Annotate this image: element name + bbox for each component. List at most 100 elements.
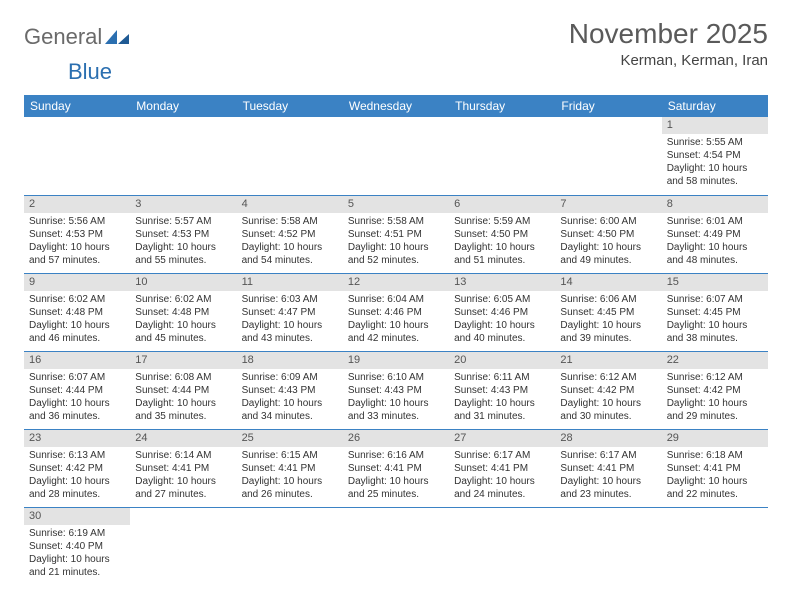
day-number: 29 xyxy=(662,430,768,447)
weekday-header: Saturday xyxy=(662,95,768,117)
calendar-day-cell xyxy=(237,507,343,585)
calendar-day-cell: 12Sunrise: 6:04 AMSunset: 4:46 PMDayligh… xyxy=(343,273,449,351)
day-number: 9 xyxy=(24,274,130,291)
empty-day xyxy=(449,117,555,133)
day-body: Sunrise: 5:56 AMSunset: 4:53 PMDaylight:… xyxy=(24,213,130,271)
calendar-day-cell: 11Sunrise: 6:03 AMSunset: 4:47 PMDayligh… xyxy=(237,273,343,351)
day-body: Sunrise: 6:11 AMSunset: 4:43 PMDaylight:… xyxy=(449,369,555,427)
calendar-day-cell xyxy=(662,507,768,585)
day-body: Sunrise: 6:09 AMSunset: 4:43 PMDaylight:… xyxy=(237,369,343,427)
title-block: November 2025 Kerman, Kerman, Iran xyxy=(569,18,768,69)
calendar-week-row: 9Sunrise: 6:02 AMSunset: 4:48 PMDaylight… xyxy=(24,273,768,351)
day-body: Sunrise: 6:00 AMSunset: 4:50 PMDaylight:… xyxy=(555,213,661,271)
day-number: 13 xyxy=(449,274,555,291)
calendar-day-cell: 15Sunrise: 6:07 AMSunset: 4:45 PMDayligh… xyxy=(662,273,768,351)
calendar-day-cell xyxy=(449,117,555,195)
calendar-day-cell: 5Sunrise: 5:58 AMSunset: 4:51 PMDaylight… xyxy=(343,195,449,273)
logo-sail-icon xyxy=(104,28,130,46)
day-number: 27 xyxy=(449,430,555,447)
empty-day xyxy=(130,117,236,133)
calendar-day-cell: 28Sunrise: 6:17 AMSunset: 4:41 PMDayligh… xyxy=(555,429,661,507)
weekday-header-row: SundayMondayTuesdayWednesdayThursdayFrid… xyxy=(24,95,768,117)
day-body: Sunrise: 6:15 AMSunset: 4:41 PMDaylight:… xyxy=(237,447,343,505)
day-number: 24 xyxy=(130,430,236,447)
calendar-day-cell: 25Sunrise: 6:15 AMSunset: 4:41 PMDayligh… xyxy=(237,429,343,507)
location: Kerman, Kerman, Iran xyxy=(569,52,768,69)
calendar-day-cell: 26Sunrise: 6:16 AMSunset: 4:41 PMDayligh… xyxy=(343,429,449,507)
day-body: Sunrise: 5:55 AMSunset: 4:54 PMDaylight:… xyxy=(662,134,768,192)
day-number: 15 xyxy=(662,274,768,291)
day-number: 22 xyxy=(662,352,768,369)
day-body: Sunrise: 6:18 AMSunset: 4:41 PMDaylight:… xyxy=(662,447,768,505)
calendar-day-cell: 20Sunrise: 6:11 AMSunset: 4:43 PMDayligh… xyxy=(449,351,555,429)
calendar-table: SundayMondayTuesdayWednesdayThursdayFrid… xyxy=(24,95,768,585)
calendar-day-cell: 4Sunrise: 5:58 AMSunset: 4:52 PMDaylight… xyxy=(237,195,343,273)
day-body: Sunrise: 6:02 AMSunset: 4:48 PMDaylight:… xyxy=(24,291,130,349)
day-body: Sunrise: 6:02 AMSunset: 4:48 PMDaylight:… xyxy=(130,291,236,349)
calendar-day-cell xyxy=(130,507,236,585)
calendar-day-cell: 8Sunrise: 6:01 AMSunset: 4:49 PMDaylight… xyxy=(662,195,768,273)
day-body: Sunrise: 6:13 AMSunset: 4:42 PMDaylight:… xyxy=(24,447,130,505)
calendar-day-cell: 22Sunrise: 6:12 AMSunset: 4:42 PMDayligh… xyxy=(662,351,768,429)
day-body: Sunrise: 6:01 AMSunset: 4:49 PMDaylight:… xyxy=(662,213,768,271)
day-body: Sunrise: 6:19 AMSunset: 4:40 PMDaylight:… xyxy=(24,525,130,583)
day-number: 16 xyxy=(24,352,130,369)
calendar-week-row: 23Sunrise: 6:13 AMSunset: 4:42 PMDayligh… xyxy=(24,429,768,507)
empty-day xyxy=(343,117,449,133)
calendar-day-cell: 27Sunrise: 6:17 AMSunset: 4:41 PMDayligh… xyxy=(449,429,555,507)
day-number: 4 xyxy=(237,196,343,213)
calendar-day-cell: 21Sunrise: 6:12 AMSunset: 4:42 PMDayligh… xyxy=(555,351,661,429)
calendar-day-cell xyxy=(24,117,130,195)
day-body: Sunrise: 6:07 AMSunset: 4:44 PMDaylight:… xyxy=(24,369,130,427)
day-body: Sunrise: 6:05 AMSunset: 4:46 PMDaylight:… xyxy=(449,291,555,349)
day-body: Sunrise: 6:07 AMSunset: 4:45 PMDaylight:… xyxy=(662,291,768,349)
calendar-day-cell xyxy=(555,117,661,195)
day-number: 28 xyxy=(555,430,661,447)
day-body: Sunrise: 5:58 AMSunset: 4:52 PMDaylight:… xyxy=(237,213,343,271)
day-number: 8 xyxy=(662,196,768,213)
weekday-header: Sunday xyxy=(24,95,130,117)
day-body: Sunrise: 6:12 AMSunset: 4:42 PMDaylight:… xyxy=(555,369,661,427)
empty-day xyxy=(24,117,130,133)
calendar-day-cell: 23Sunrise: 6:13 AMSunset: 4:42 PMDayligh… xyxy=(24,429,130,507)
calendar-day-cell: 3Sunrise: 5:57 AMSunset: 4:53 PMDaylight… xyxy=(130,195,236,273)
calendar-day-cell: 17Sunrise: 6:08 AMSunset: 4:44 PMDayligh… xyxy=(130,351,236,429)
weekday-header: Wednesday xyxy=(343,95,449,117)
calendar-day-cell xyxy=(343,117,449,195)
day-number: 26 xyxy=(343,430,449,447)
calendar-day-cell: 10Sunrise: 6:02 AMSunset: 4:48 PMDayligh… xyxy=(130,273,236,351)
logo-word1: General xyxy=(24,24,102,50)
calendar-day-cell xyxy=(130,117,236,195)
calendar-day-cell xyxy=(555,507,661,585)
day-number: 17 xyxy=(130,352,236,369)
day-number: 30 xyxy=(24,508,130,525)
day-body: Sunrise: 6:04 AMSunset: 4:46 PMDaylight:… xyxy=(343,291,449,349)
day-body: Sunrise: 6:03 AMSunset: 4:47 PMDaylight:… xyxy=(237,291,343,349)
day-number: 7 xyxy=(555,196,661,213)
day-body: Sunrise: 5:58 AMSunset: 4:51 PMDaylight:… xyxy=(343,213,449,271)
calendar-day-cell xyxy=(449,507,555,585)
day-number: 23 xyxy=(24,430,130,447)
month-title: November 2025 xyxy=(569,18,768,50)
calendar-day-cell: 14Sunrise: 6:06 AMSunset: 4:45 PMDayligh… xyxy=(555,273,661,351)
day-body: Sunrise: 6:06 AMSunset: 4:45 PMDaylight:… xyxy=(555,291,661,349)
day-number: 21 xyxy=(555,352,661,369)
day-number: 19 xyxy=(343,352,449,369)
calendar-day-cell xyxy=(237,117,343,195)
calendar-day-cell: 13Sunrise: 6:05 AMSunset: 4:46 PMDayligh… xyxy=(449,273,555,351)
day-number: 1 xyxy=(662,117,768,134)
day-body: Sunrise: 6:10 AMSunset: 4:43 PMDaylight:… xyxy=(343,369,449,427)
weekday-header: Thursday xyxy=(449,95,555,117)
calendar-day-cell: 6Sunrise: 5:59 AMSunset: 4:50 PMDaylight… xyxy=(449,195,555,273)
logo-word2: Blue xyxy=(68,59,112,85)
calendar-day-cell: 24Sunrise: 6:14 AMSunset: 4:41 PMDayligh… xyxy=(130,429,236,507)
day-body: Sunrise: 5:59 AMSunset: 4:50 PMDaylight:… xyxy=(449,213,555,271)
day-number: 10 xyxy=(130,274,236,291)
day-number: 12 xyxy=(343,274,449,291)
day-number: 3 xyxy=(130,196,236,213)
empty-day xyxy=(555,117,661,133)
day-number: 25 xyxy=(237,430,343,447)
calendar-day-cell: 29Sunrise: 6:18 AMSunset: 4:41 PMDayligh… xyxy=(662,429,768,507)
calendar-week-row: 2Sunrise: 5:56 AMSunset: 4:53 PMDaylight… xyxy=(24,195,768,273)
calendar-day-cell: 16Sunrise: 6:07 AMSunset: 4:44 PMDayligh… xyxy=(24,351,130,429)
